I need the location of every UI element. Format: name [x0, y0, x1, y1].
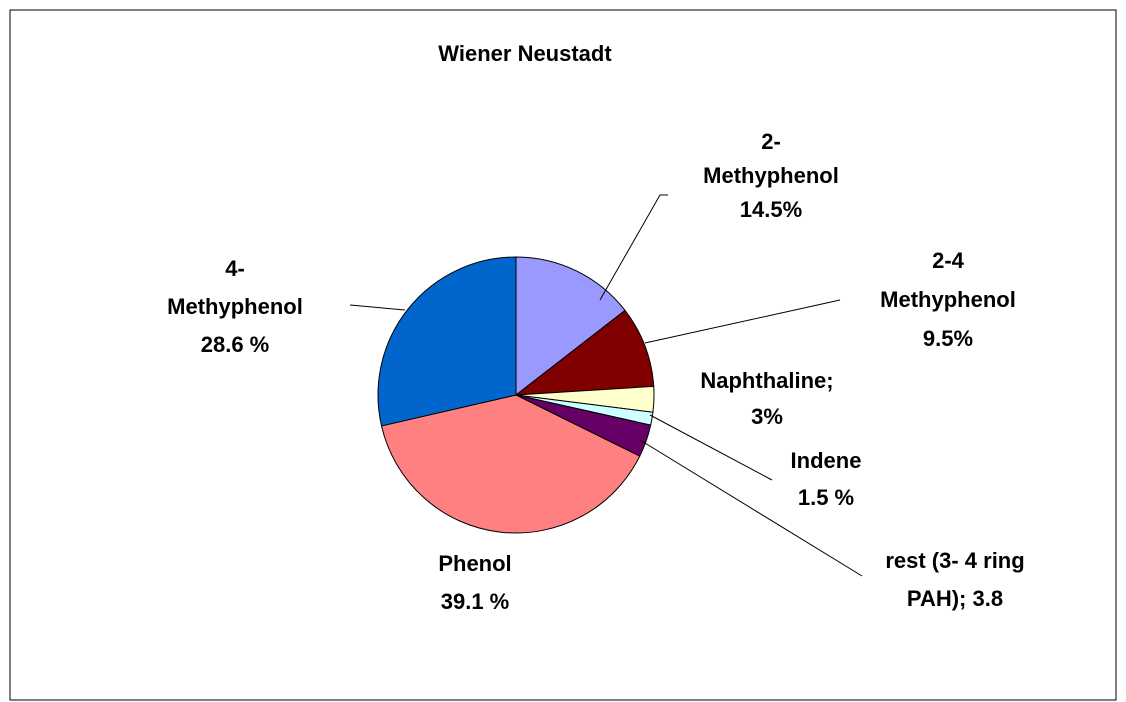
- data-label: Phenol: [438, 551, 511, 576]
- data-label: 39.1 %: [441, 589, 510, 614]
- pie-slice: [515, 256, 626, 397]
- pie-slice: [380, 394, 641, 534]
- leader-line: [644, 299, 841, 344]
- leader-line: [599, 194, 668, 301]
- chart-title: Wiener Neustadt: [438, 41, 612, 66]
- data-label: Methyphenol: [880, 287, 1016, 312]
- data-label: 28.6 %: [201, 332, 270, 357]
- data-label: PAH); 3.8: [907, 586, 1003, 611]
- data-label: Methyphenol: [167, 294, 303, 319]
- data-label: 3%: [751, 404, 783, 429]
- data-label: 9.5%: [923, 326, 973, 351]
- leader-line: [649, 414, 773, 481]
- leader-line: [349, 304, 406, 311]
- data-label: rest (3- 4 ring: [885, 548, 1024, 573]
- data-label: Methyphenol: [703, 163, 839, 188]
- pie-slice: [377, 256, 517, 427]
- leader-line: [639, 439, 863, 577]
- pie-slice: [514, 309, 655, 396]
- data-label: 1.5 %: [798, 485, 854, 510]
- data-label: 2-: [761, 129, 781, 154]
- data-label: 14.5%: [740, 197, 802, 222]
- data-label: 2-4: [932, 248, 965, 273]
- data-label: Indene: [791, 448, 862, 473]
- data-label: 4-: [225, 256, 245, 281]
- data-label: Naphthaline;: [700, 368, 833, 393]
